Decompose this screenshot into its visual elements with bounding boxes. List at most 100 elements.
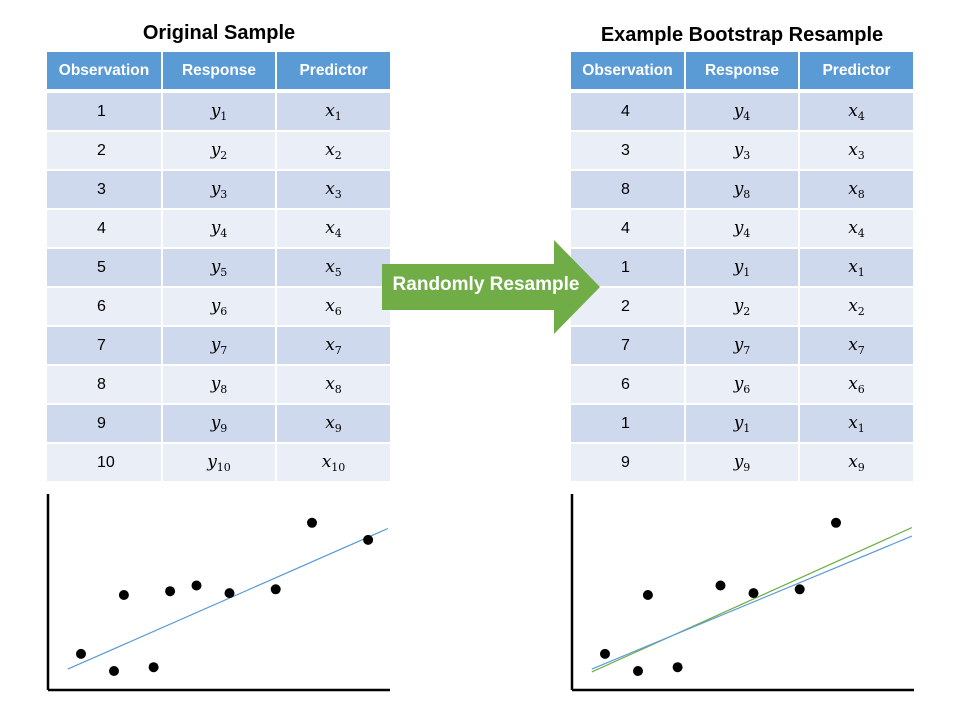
response-symbol: y9 [210,412,228,435]
predictor-cell: x7 [276,325,390,365]
data-point [118,590,129,600]
response-symbol: y8 [733,178,751,201]
table-row: 4 y4 x4 [47,208,390,248]
response-cell: y6 [162,286,277,326]
response-symbol: y1 [210,100,228,123]
bootstrap-resample-table: Observation Response Predictor 4 y4 x4 3 y3 x… [571,52,913,481]
subscript-index: 7 [220,343,228,357]
observation-cell: 9 [571,442,686,481]
predictor-symbol: x8 [325,373,342,396]
predictor-cell: x9 [276,403,390,443]
table-row: 2 y2 x2 [47,130,390,170]
subscript-index: 9 [743,460,751,474]
subscript-index: 4 [857,109,865,123]
observation-cell: 5 [47,247,163,287]
predictor-symbol: x3 [325,178,342,201]
observation-cell: 8 [571,169,686,209]
response-cell: y4 [685,89,800,131]
subscript-index: 9 [220,421,228,435]
observation-cell: 10 [47,442,163,481]
table-row: 7 y7 x7 [47,325,390,365]
subscript-index: 8 [220,382,228,396]
response-cell: y2 [162,130,277,170]
response-cell: y7 [162,325,277,365]
response-symbol: y9 [733,451,751,474]
subscript-index: 10 [331,460,346,474]
table-row: 8 y8 x8 [47,364,390,404]
table-row: 3 y3 x3 [47,169,390,209]
response-symbol: y1 [733,256,751,279]
observation-cell: 8 [47,364,163,404]
response-symbol: y10 [207,451,231,474]
table-row: 9 y9 x9 [47,403,390,443]
predictor-cell: x4 [276,208,390,248]
observation-cell: 3 [47,169,163,209]
subscript-index: 2 [857,304,865,318]
response-symbol: y2 [210,139,228,162]
predictor-symbol: x10 [321,451,346,474]
response-header: Response [685,52,800,91]
predictor-cell: x9 [799,442,913,481]
response-cell: y2 [685,286,800,326]
original-fit-line [67,527,389,670]
subscript-index: 10 [216,460,231,474]
predictor-cell: x3 [799,130,913,170]
response-cell: y9 [685,442,800,481]
response-cell: y3 [162,169,277,209]
subscript-index: 2 [334,148,342,162]
subscript-index: 9 [857,460,865,474]
predictor-cell: x8 [276,364,390,404]
response-symbol: y6 [733,373,751,396]
predictor-symbol: x1 [848,412,865,435]
predictor-symbol: x7 [848,334,865,357]
subscript-index: 2 [220,148,228,162]
subscript-index: 3 [857,148,865,162]
subscript-index: 8 [743,187,751,201]
data-point [109,666,119,676]
observation-header: Observation [571,52,686,91]
observation-header: Observation [47,52,163,91]
predictor-cell: x1 [799,247,913,287]
response-cell: y4 [685,208,800,248]
predictor-header: Predictor [276,52,390,91]
original-sample-title: Original Sample [142,22,296,44]
predictor-cell: x2 [276,130,390,170]
predictor-cell: x6 [799,364,913,404]
subscript-index: 8 [334,382,342,396]
subscript-index: 6 [334,304,342,318]
response-header: Response [162,52,277,91]
subscript-index: 1 [743,265,751,279]
table-row: 1 y1 x1 [571,403,913,443]
predictor-symbol: x4 [848,100,865,123]
table-row: 8 y8 x8 [571,169,913,209]
response-cell: y6 [685,364,800,404]
bootstrap-resample-title: Example Bootstrap Resample [600,24,884,46]
subscript-index: 1 [743,421,751,435]
observation-cell: 3 [571,130,686,170]
response-symbol: y6 [210,295,228,318]
observation-cell: 1 [47,89,163,131]
response-symbol: y2 [733,295,751,318]
subscript-index: 5 [220,265,228,279]
predictor-symbol: x2 [325,139,342,162]
data-point [794,584,805,595]
predictor-cell: x5 [276,247,390,287]
response-cell: y9 [162,403,277,443]
subscript-index: 4 [857,226,865,240]
table-row: 4 y4 x4 [571,89,913,131]
subscript-index: 4 [334,226,342,240]
data-point [642,590,653,600]
subscript-index: 8 [857,187,865,201]
subscript-index: 6 [857,382,865,396]
observation-cell: 4 [571,208,686,248]
subscript-index: 4 [743,109,751,123]
predictor-symbol: x1 [848,256,865,279]
response-cell: y10 [162,442,277,481]
table-row: 6 y6 x6 [571,364,913,404]
response-symbol: y7 [210,334,228,357]
response-cell: y8 [685,169,800,209]
predictor-symbol: x6 [325,295,342,318]
predictor-cell: x8 [799,169,913,209]
predictor-symbol: x6 [848,373,865,396]
subscript-index: 9 [334,421,342,435]
